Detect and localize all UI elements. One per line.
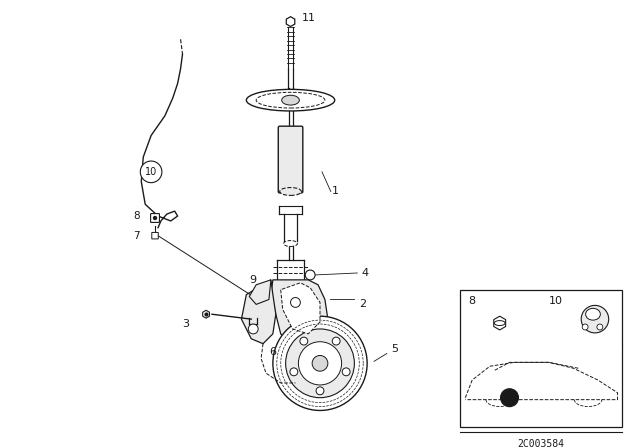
Ellipse shape [284, 241, 298, 246]
Ellipse shape [280, 188, 301, 195]
FancyBboxPatch shape [150, 214, 159, 222]
Text: 10: 10 [145, 167, 157, 177]
Text: 3: 3 [182, 319, 189, 329]
Circle shape [305, 270, 315, 280]
FancyBboxPatch shape [460, 290, 623, 427]
Circle shape [154, 216, 157, 220]
Text: 11: 11 [302, 13, 316, 23]
Circle shape [273, 316, 367, 410]
FancyBboxPatch shape [278, 126, 303, 193]
Circle shape [342, 368, 350, 376]
Circle shape [298, 342, 342, 385]
Polygon shape [241, 280, 276, 344]
Circle shape [285, 329, 355, 398]
Text: 7: 7 [133, 231, 140, 241]
Text: 9: 9 [250, 275, 257, 285]
Text: 5: 5 [390, 344, 397, 353]
Circle shape [500, 389, 518, 406]
Circle shape [291, 297, 300, 307]
Text: 2C003584: 2C003584 [518, 439, 564, 448]
Circle shape [312, 355, 328, 371]
Polygon shape [271, 280, 328, 344]
Circle shape [300, 337, 308, 345]
Polygon shape [250, 280, 271, 304]
Text: 10: 10 [548, 297, 563, 306]
Ellipse shape [586, 308, 600, 320]
Polygon shape [203, 310, 209, 318]
Polygon shape [286, 17, 295, 26]
Circle shape [248, 324, 258, 334]
Text: 8: 8 [468, 297, 476, 306]
Ellipse shape [256, 92, 325, 108]
Circle shape [582, 324, 588, 330]
Text: 6: 6 [269, 347, 276, 357]
FancyBboxPatch shape [152, 233, 158, 239]
Text: 8: 8 [133, 211, 140, 221]
Text: 4: 4 [361, 268, 369, 278]
Polygon shape [493, 316, 506, 330]
Ellipse shape [282, 95, 300, 105]
Text: 2: 2 [359, 299, 367, 310]
Circle shape [290, 368, 298, 376]
Polygon shape [281, 283, 320, 334]
Circle shape [316, 387, 324, 395]
Ellipse shape [581, 306, 609, 333]
Text: 1: 1 [332, 186, 339, 197]
Ellipse shape [494, 321, 505, 326]
Circle shape [140, 161, 162, 183]
Circle shape [332, 337, 340, 345]
Circle shape [597, 324, 603, 330]
Ellipse shape [246, 89, 335, 111]
